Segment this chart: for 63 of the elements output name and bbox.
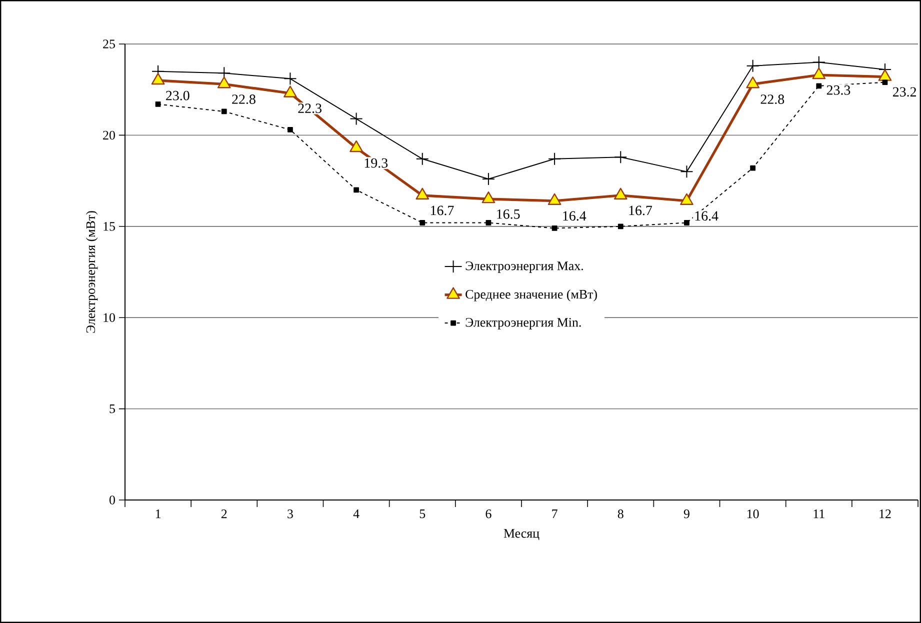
point — [416, 152, 429, 166]
data-label: 22.8 — [760, 94, 784, 104]
y-tick-label: 10 — [104, 313, 115, 322]
x-tick-label: 3 — [288, 510, 293, 518]
point — [548, 152, 562, 166]
point — [151, 72, 165, 85]
data-label: 23.0 — [166, 90, 190, 100]
data-label: 16.4 — [695, 211, 718, 221]
x-tick-label: 10 — [747, 510, 759, 518]
point — [746, 59, 760, 72]
data-label: 16.7 — [629, 206, 652, 216]
x-tick-label: 6 — [486, 510, 492, 518]
x-tick-label: 12 — [880, 510, 891, 518]
data-label: 22.8 — [232, 94, 256, 104]
x-tick-label: 7 — [552, 510, 558, 518]
point — [284, 72, 297, 86]
x-axis-title: Месяц — [504, 529, 540, 540]
y-tick-label: 15 — [104, 222, 115, 231]
x-tick-label: 11 — [814, 510, 824, 518]
point — [816, 83, 822, 89]
point — [746, 76, 760, 88]
y-axis-title: Электроэнергия (мВт) — [86, 211, 98, 333]
x-tick-label: 4 — [353, 510, 360, 518]
point — [552, 226, 558, 231]
point — [812, 56, 826, 69]
point — [155, 101, 161, 107]
data-label: 23.2 — [892, 87, 916, 97]
x-tick-label: 1 — [156, 510, 161, 518]
y-tick-label: 5 — [110, 404, 115, 414]
data-label: 19.3 — [364, 158, 388, 168]
point — [420, 220, 426, 226]
point — [486, 220, 492, 226]
y-tick-label: 25 — [103, 40, 115, 48]
point — [284, 86, 297, 98]
x-tick-label: 8 — [618, 510, 624, 518]
point — [350, 112, 363, 126]
x-tick-label: 5 — [420, 510, 426, 518]
point — [614, 150, 628, 164]
y-tick-label: 0 — [110, 496, 115, 504]
data-label: 23.3 — [826, 85, 850, 95]
legend-label: Электроэнергия Max. — [466, 262, 583, 273]
data-label: 22.3 — [298, 104, 322, 114]
point — [680, 165, 694, 178]
point — [750, 165, 756, 171]
data-label: 16.4 — [563, 211, 586, 221]
point — [812, 67, 826, 80]
data-label: 16.5 — [497, 209, 520, 219]
legend-label: Среднее значение (мВт) — [466, 290, 597, 302]
point — [882, 80, 888, 85]
point — [618, 224, 624, 230]
point — [288, 127, 293, 132]
y-tick-label: 20 — [103, 130, 115, 140]
point — [684, 220, 690, 226]
data-label: 16.7 — [431, 206, 454, 216]
point — [354, 187, 359, 193]
x-tick-label: 9 — [684, 510, 690, 518]
point — [217, 76, 231, 88]
legend-label: Электроэнергия Min. — [466, 318, 581, 330]
point — [350, 140, 363, 152]
point — [221, 108, 227, 114]
point — [482, 172, 495, 186]
point — [878, 69, 892, 81]
x-tick-label: 2 — [221, 510, 227, 518]
